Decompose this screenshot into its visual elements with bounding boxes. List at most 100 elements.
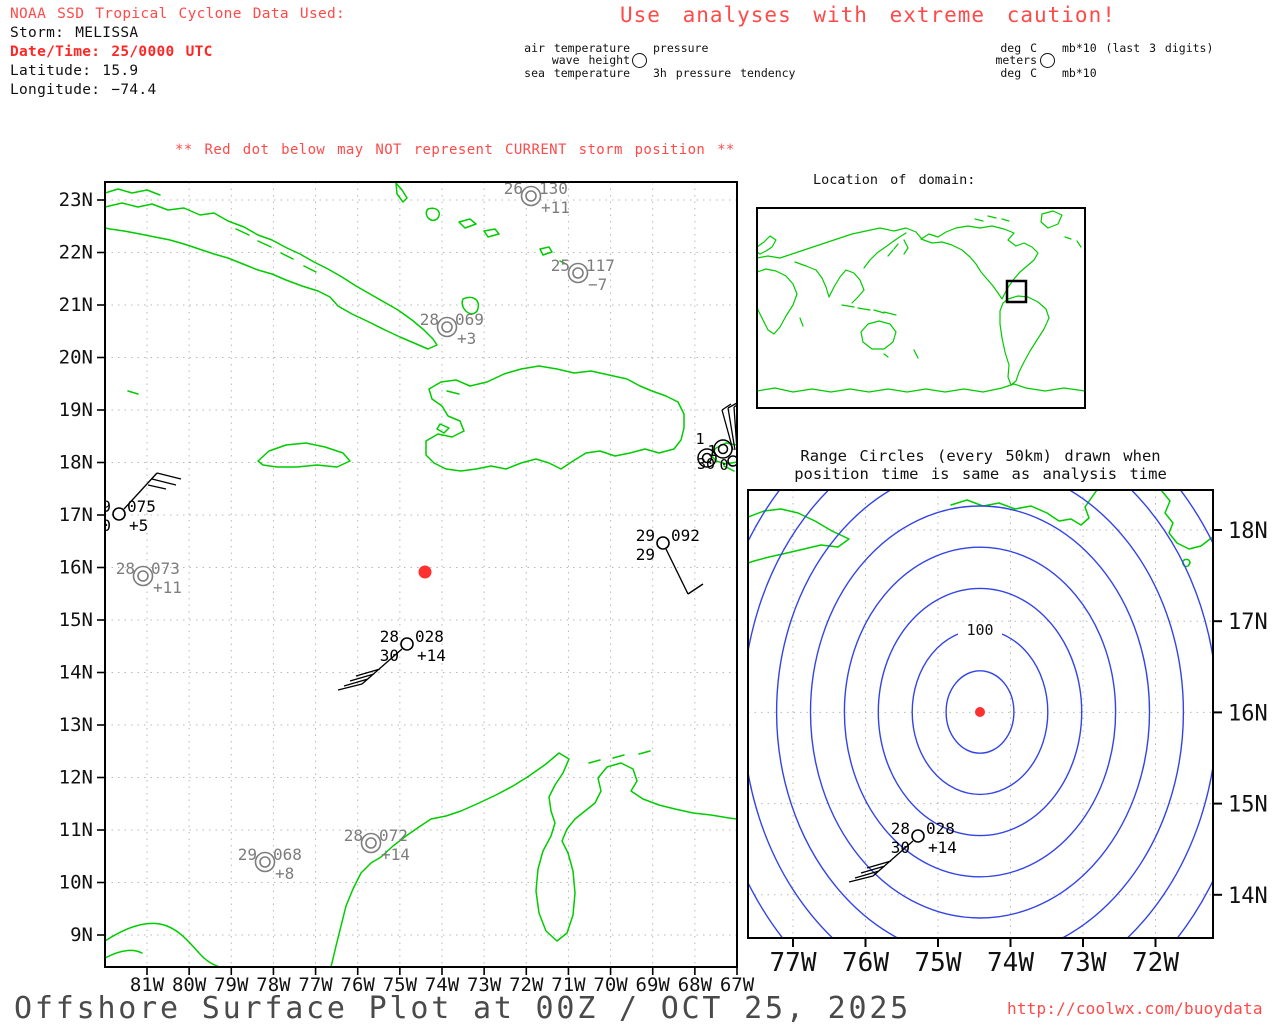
station-air-temp: 29	[238, 845, 257, 864]
station-pressure: 130	[539, 179, 568, 198]
lat-axis-label: 10N	[59, 872, 93, 894]
station-circle-inner	[441, 321, 453, 333]
range-plot-axes: 77W 76W 75W 74W 73W 72W 18N 17N 16N 15N 14N	[770, 519, 1268, 978]
lon-axis-label: 71W	[551, 974, 586, 996]
range-lon-label: 72W	[1132, 948, 1179, 978]
station-pressure: 117	[586, 256, 615, 275]
lat-axis-label: 15N	[59, 609, 93, 631]
station-pressure: 073	[151, 559, 180, 578]
coastline-bahamas	[395, 182, 567, 315]
cluster-station-circle	[727, 455, 737, 467]
range-circle-150km	[877, 587, 1083, 837]
legend-station-circle-icon	[632, 53, 647, 68]
lon-axis-label: 74W	[425, 974, 460, 996]
coastline-panama	[105, 922, 221, 967]
caution-banner: Use analyses with extreme caution!	[620, 3, 1116, 27]
coastline-gonave-tortue	[436, 390, 460, 434]
station-plot: 29 068+8	[238, 845, 302, 883]
range-circle-400km	[748, 490, 1213, 938]
storm-name-line: Storm: MELISSA	[10, 25, 139, 41]
station-air-temp: 28	[420, 310, 439, 329]
world-antarctica	[757, 383, 1085, 393]
station-circle	[112, 507, 126, 521]
range-plot-frame	[747, 489, 1214, 939]
world-south-asia	[794, 261, 865, 304]
station-pressure: 028	[415, 627, 444, 646]
coastline-cayman	[127, 390, 139, 395]
range-lon-label: 76W	[842, 948, 889, 978]
storm-position-dot	[418, 565, 432, 579]
station-tendency: +8	[275, 864, 294, 883]
wind-barb-icon	[337, 648, 403, 691]
legend-pressure-tendency: 3h pressure tendency	[653, 66, 796, 80]
cluster-station-circle-inner	[717, 443, 729, 455]
station-circle-inner	[259, 856, 271, 868]
lat-axis-label: 18N	[59, 452, 93, 474]
lat-axis-label: 23N	[59, 189, 93, 211]
range-plot-title-line2: position time is same as analysis time	[794, 465, 1167, 483]
lat-axis-label: 21N	[59, 294, 93, 316]
station-tendency: +14	[381, 845, 410, 864]
world-europe	[757, 235, 777, 255]
cluster-station-text: 0	[719, 456, 728, 474]
cluster-station-circle	[697, 448, 717, 468]
lon-axis-label: 73W	[467, 974, 502, 996]
lon-axis-label: 69W	[636, 974, 671, 996]
range-plot-title-line1: Range Circles (every 50km) drawn when	[800, 447, 1161, 465]
main-map-frame	[104, 181, 738, 968]
lat-axis-label: 13N	[59, 714, 93, 736]
lat-axis-label: 11N	[59, 819, 93, 841]
station-tendency: −7	[588, 275, 607, 294]
station-circle-inner	[365, 837, 377, 849]
range-lon-label: 73W	[1060, 948, 1107, 978]
lat-axis-label: 12N	[59, 767, 93, 789]
station-plot: 28 069+3	[420, 310, 484, 348]
domain-map-title: Location of domain:	[813, 172, 976, 188]
station-air-temp: 26	[504, 179, 523, 198]
station-plot: 25 117−7	[551, 256, 615, 294]
world-australia	[860, 320, 919, 359]
station-tendency: +11	[153, 578, 182, 597]
cluster-station-text: 1	[695, 430, 704, 448]
datetime-line: Date/Time: 25/0000 UTC	[10, 44, 213, 60]
station-pressure: 028	[926, 819, 955, 838]
cluster-station-text: 30	[697, 455, 715, 473]
world-map-coastlines	[757, 210, 1085, 393]
lon-axis-label: 78W	[256, 974, 291, 996]
legend-sea-temperature: sea temperature	[524, 66, 630, 80]
range-lat-label: 17N	[1228, 610, 1268, 635]
coastline-hispaniola	[425, 365, 685, 472]
range-circle-50km	[945, 670, 1015, 754]
lon-axis-label: 67W	[720, 974, 755, 996]
station-cluster-barbs	[721, 402, 737, 451]
coastline-abc-islands	[588, 750, 651, 764]
range-lat-label: 16N	[1228, 701, 1268, 726]
coastline-cluster-fragment	[723, 465, 735, 472]
world-africa	[757, 268, 804, 335]
world-map-frame	[756, 207, 1086, 409]
range-lat-label: 15N	[1228, 793, 1268, 818]
lon-axis-label: 70W	[593, 974, 628, 996]
range-lon-label: 77W	[770, 948, 817, 978]
legend-wave-height: wave height	[551, 53, 630, 67]
range-circles-group: 100	[748, 490, 1213, 938]
station-sea-temp: 30	[891, 838, 910, 857]
station-pressure: 068	[273, 845, 302, 864]
world-asia	[757, 227, 922, 259]
lat-axis-label: 9N	[70, 924, 93, 946]
station-circle	[400, 637, 414, 651]
range-circle-200km	[843, 546, 1117, 878]
station-circle	[911, 829, 925, 843]
coastline-cuba	[105, 202, 438, 350]
station-circle-inner	[572, 267, 584, 279]
station-pressure: 092	[671, 526, 700, 545]
station-tendency: +14	[928, 838, 957, 857]
station-tendency: +14	[417, 646, 446, 665]
source-url: http://coolwx.com/buoydata	[1007, 999, 1263, 1018]
cluster-station-circle	[713, 439, 733, 459]
